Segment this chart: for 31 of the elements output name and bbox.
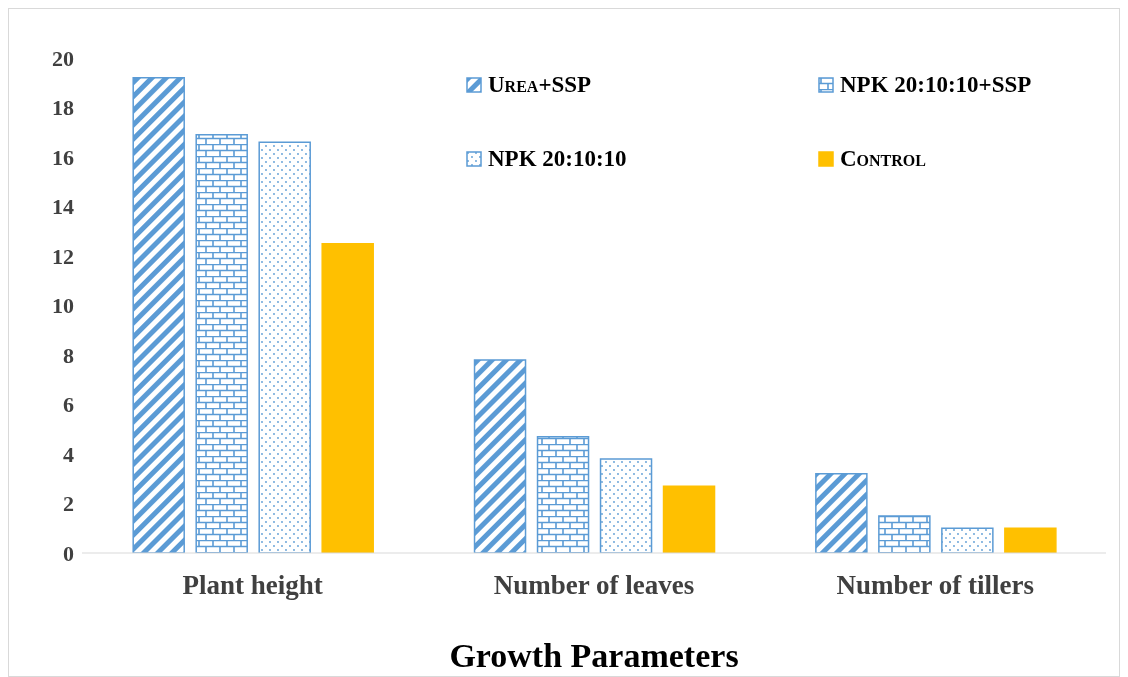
y-tick-label: 18 (52, 95, 74, 121)
bar (473, 359, 527, 553)
bar (599, 458, 653, 553)
legend-label: Urea+SSP (488, 72, 592, 98)
bar (941, 527, 994, 553)
y-tick-label: 4 (63, 441, 74, 467)
bar (132, 77, 185, 553)
y-tick-label: 16 (52, 144, 74, 170)
y-tick-label: 14 (52, 194, 74, 220)
bar (195, 133, 248, 553)
bar (321, 242, 374, 553)
legend-label: NPK 20:10:10+SSP (840, 72, 1032, 98)
y-tick-label: 0 (63, 540, 74, 566)
bar (662, 485, 716, 553)
legend-label: NPK 20:10:10 (488, 146, 627, 172)
y-tick-label: 10 (52, 293, 74, 319)
bar (815, 473, 868, 553)
bar (536, 435, 590, 553)
bar (878, 515, 931, 553)
bar (1004, 527, 1057, 553)
x-tick-label: Number of tillers (836, 570, 1035, 601)
legend-label: Control (840, 146, 926, 172)
y-tick-label: 2 (63, 491, 74, 517)
x-tick-label: Plant height (182, 570, 323, 601)
x-tick-label: Number of leaves (493, 570, 695, 601)
x-axis-title: Growth Parameters (449, 637, 739, 674)
y-tick-label: 6 (63, 392, 74, 418)
y-tick-label: 12 (52, 243, 74, 269)
y-tick-label: 8 (63, 342, 74, 368)
bar (258, 141, 311, 553)
y-tick-label: 20 (52, 45, 74, 71)
